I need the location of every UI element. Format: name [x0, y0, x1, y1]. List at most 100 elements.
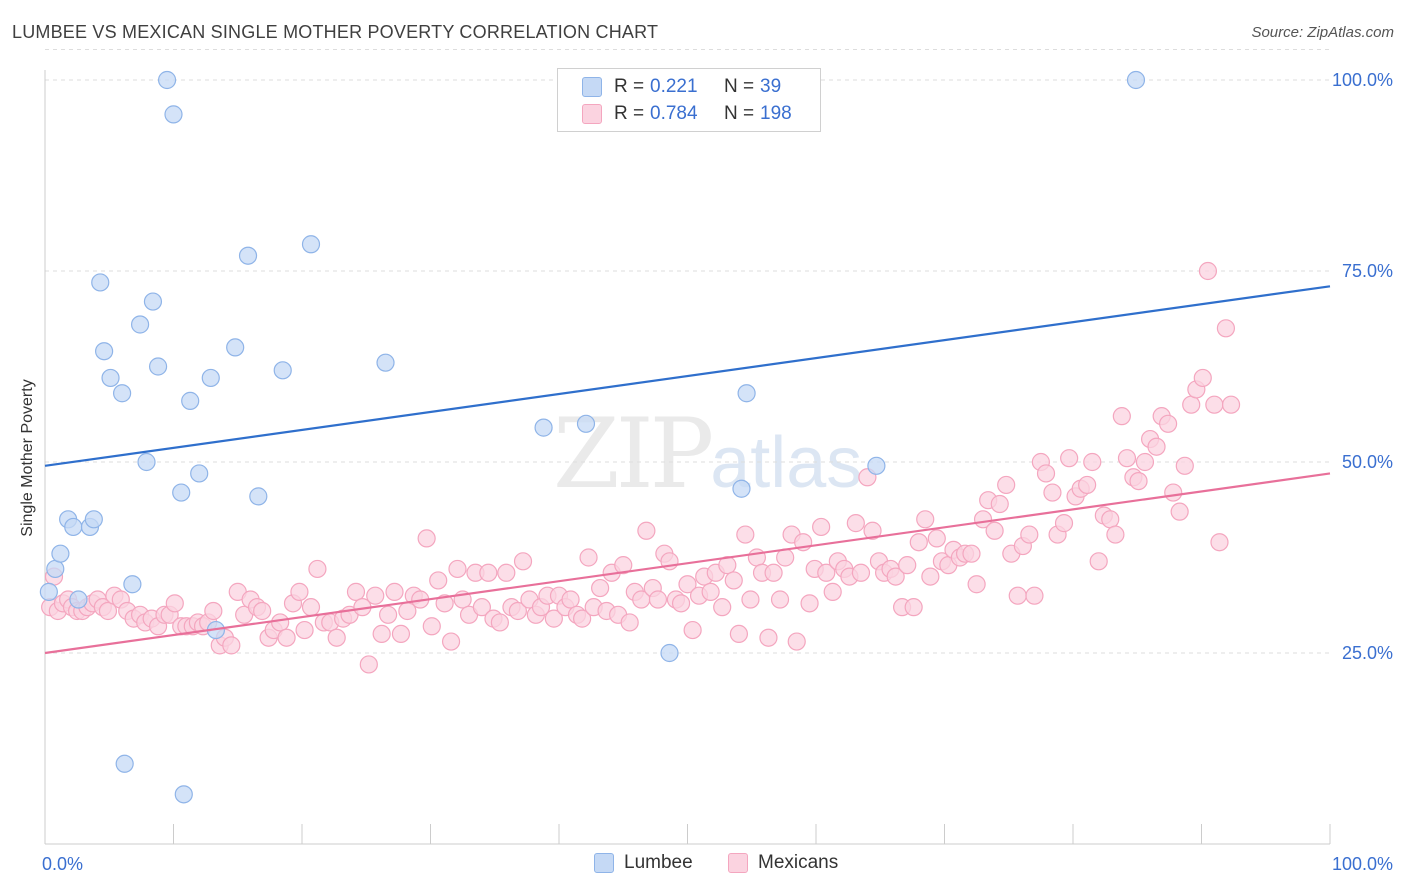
- mexicans-point: [497, 563, 516, 582]
- mexicans-point: [204, 601, 223, 621]
- mexicans-point: [277, 628, 296, 647]
- mexicans-point: [1175, 456, 1194, 475]
- mexicans-point: [916, 510, 935, 529]
- mexicans-point: [736, 525, 755, 544]
- mexicans-point: [1054, 514, 1074, 533]
- lumbee-point: [39, 582, 58, 601]
- lumbee-point: [238, 246, 258, 265]
- mexicans-label: Mexicans: [758, 852, 839, 873]
- mexicans-point: [823, 582, 842, 601]
- correlation-legend: R = 0.221 N = 39 R = 0.784 N = 198: [557, 68, 821, 132]
- mexicans-point: [764, 563, 783, 582]
- mexicans-point: [1112, 407, 1131, 426]
- mexicans-point: [98, 601, 118, 621]
- series-mexicans: [41, 261, 1241, 674]
- legend-row-lumbee: R = 0.221 N = 39: [582, 75, 781, 99]
- mexicans-point: [1147, 437, 1166, 456]
- lumbee-point: [130, 315, 150, 334]
- lumbee-point: [51, 544, 70, 563]
- mexicans-point: [573, 609, 592, 628]
- mexicans-point: [729, 624, 749, 644]
- mexicans-point: [591, 578, 610, 598]
- mexicans-point: [1060, 449, 1079, 468]
- mexicans-point: [812, 517, 831, 537]
- mexicans-point: [1135, 452, 1155, 472]
- mexicans-point: [448, 559, 467, 579]
- y-tick-label: 75.0%: [1342, 261, 1393, 281]
- lumbee-point: [46, 559, 65, 579]
- mexicans-point: [1106, 525, 1125, 544]
- bottom-legend-lumbee: Lumbee: [594, 852, 693, 874]
- legend-row-mexicans: R = 0.784 N = 198: [582, 102, 792, 126]
- lumbee-point: [737, 384, 756, 403]
- n-value: 198: [760, 103, 792, 124]
- lumbee-point: [190, 464, 209, 483]
- x-tick-label: 100.0%: [1332, 854, 1393, 874]
- mexicans-point: [385, 582, 404, 601]
- mexicans-point: [637, 521, 656, 540]
- mexicans-point: [290, 582, 309, 601]
- lumbee-point: [64, 517, 83, 537]
- mexicans-point: [927, 529, 946, 548]
- mexicans-point: [985, 521, 1004, 540]
- lumbee-point: [181, 391, 200, 410]
- mexicans-point: [1020, 525, 1039, 544]
- mexicans-point: [683, 620, 702, 640]
- mexicans-point: [301, 598, 321, 617]
- mexicans-point: [1221, 395, 1241, 414]
- mexicans-point: [366, 586, 385, 605]
- mexicans-point: [776, 548, 795, 567]
- mexicans-point: [327, 628, 346, 647]
- mexicans-point: [391, 624, 411, 644]
- mexicans-point: [1129, 472, 1148, 491]
- n-value: 39: [760, 76, 782, 97]
- lumbee-point: [576, 414, 596, 433]
- lumbee-point: [174, 785, 193, 804]
- mexicans-point: [346, 582, 366, 601]
- mexicans-point: [886, 567, 905, 586]
- lumbee-point: [115, 754, 134, 773]
- lumbee-swatch: [594, 853, 614, 873]
- lumbee-point: [226, 338, 245, 357]
- lumbee-point: [112, 384, 132, 403]
- mexicans-point: [967, 575, 986, 594]
- mexicans-point: [898, 556, 917, 575]
- mexicans-point: [441, 632, 461, 651]
- mexicans-point: [1158, 414, 1178, 433]
- mexicans-point: [253, 601, 272, 621]
- lumbee-point: [172, 483, 191, 502]
- mexicans-point: [417, 529, 436, 548]
- source-attribution: Source: ZipAtlas.com: [1251, 24, 1394, 41]
- lumbee-point: [1126, 70, 1146, 90]
- mexicans-point: [359, 655, 378, 674]
- y-axis-label: Single Mother Poverty: [19, 379, 36, 537]
- axes: [44, 70, 1331, 845]
- mexicans-point: [1043, 483, 1062, 502]
- mexicans-point: [1198, 261, 1218, 281]
- lumbee-point: [84, 510, 103, 529]
- lumbee-point: [143, 292, 163, 311]
- r-label: R =: [614, 76, 645, 97]
- y-tick-label: 50.0%: [1342, 452, 1393, 472]
- mexicans-point: [1078, 475, 1097, 495]
- mexicans-point: [1089, 552, 1108, 571]
- r-value: 0.784: [650, 103, 698, 124]
- mexicans-point: [648, 590, 668, 609]
- n-label: N =: [724, 103, 755, 124]
- lumbee-point: [148, 357, 168, 376]
- mexicans-point: [1036, 464, 1056, 483]
- r-label: R =: [614, 103, 645, 124]
- y-tick-label: 100.0%: [1332, 70, 1393, 90]
- mexicans-point: [800, 594, 819, 613]
- mexicans-point: [508, 601, 527, 621]
- mexicans-swatch: [728, 853, 748, 873]
- mexicans-point: [513, 552, 533, 571]
- mexicans-point: [921, 567, 940, 586]
- mexicans-point: [770, 590, 790, 609]
- mexicans-point: [851, 563, 871, 582]
- mexicans-point: [614, 556, 633, 575]
- mexicans-point: [909, 533, 928, 552]
- mexicans-point: [1164, 483, 1183, 502]
- lumbee-point: [101, 368, 120, 388]
- series-lumbee: [39, 70, 1146, 804]
